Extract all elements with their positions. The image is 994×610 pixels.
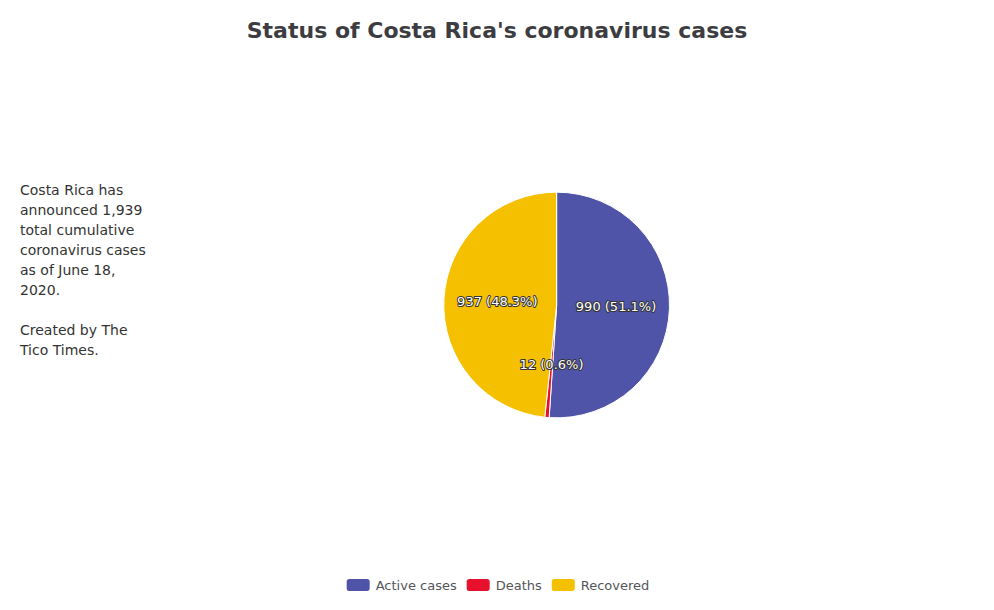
svg-text:937 (48.3%): 937 (48.3%) — [457, 294, 537, 309]
svg-text:total cumulative: total cumulative — [20, 222, 134, 238]
svg-text:Costa Rica has: Costa Rica has — [20, 182, 123, 198]
svg-text:announced 1,939: announced 1,939 — [20, 202, 142, 218]
svg-text:as of June 18,: as of June 18, — [20, 262, 115, 278]
svg-text:Active cases: Active cases — [376, 578, 457, 593]
svg-text:Tico Times.: Tico Times. — [19, 342, 99, 358]
svg-text:Created by The: Created by The — [20, 322, 128, 338]
svg-text:coronavirus cases: coronavirus cases — [20, 242, 146, 258]
svg-text:Status of Costa Rica's coronav: Status of Costa Rica's coronavirus cases — [247, 18, 748, 43]
svg-text:12 (0.6%): 12 (0.6%) — [520, 357, 584, 372]
svg-text:2020.: 2020. — [20, 282, 60, 298]
svg-text:990 (51.1%): 990 (51.1%) — [576, 299, 656, 314]
svg-text:Recovered: Recovered — [581, 578, 650, 593]
svg-text:Deaths: Deaths — [496, 578, 542, 593]
